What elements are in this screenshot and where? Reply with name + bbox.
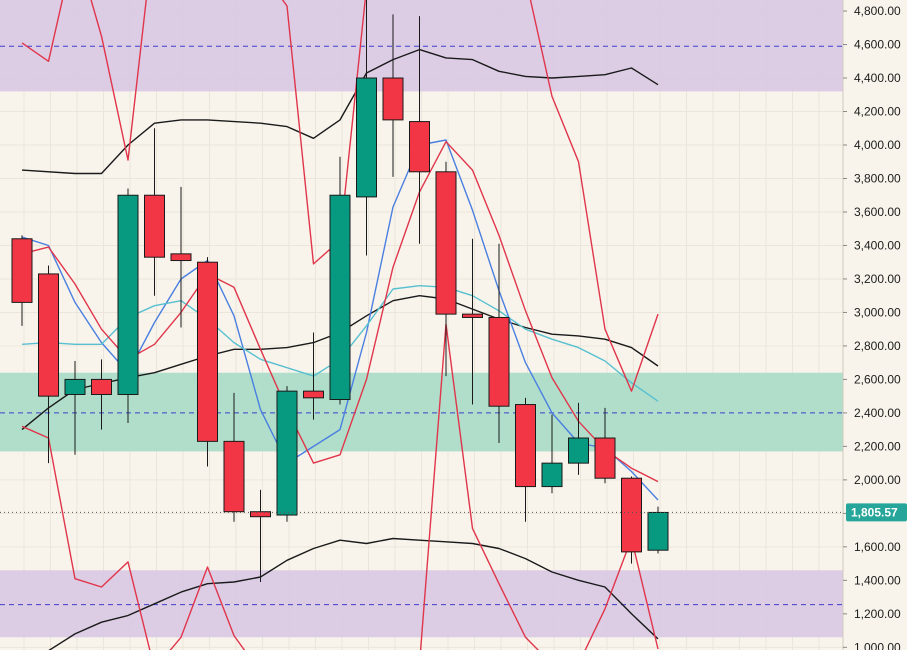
candle-body-down — [516, 405, 536, 487]
candle-body-up — [65, 379, 85, 394]
candle-body-down — [145, 195, 165, 257]
price-axis[interactable]: 1,000.001,200.001,400.001,600.001,800.00… — [843, 0, 907, 650]
candle-body-down — [410, 122, 430, 172]
candle-6 — [171, 187, 191, 328]
candle-16 — [436, 162, 456, 376]
y-tick-label: 1,600.00 — [854, 540, 901, 554]
candle-body-up — [277, 391, 297, 515]
candle-4 — [118, 189, 138, 423]
candle-body-down — [224, 441, 244, 511]
candle-19 — [516, 398, 536, 522]
lower-demand-zone — [0, 570, 843, 637]
candle-body-down — [436, 172, 456, 314]
y-tick-label: 3,800.00 — [854, 171, 901, 185]
candle-10 — [277, 386, 297, 522]
y-tick-label: 1,400.00 — [854, 573, 901, 587]
candle-body-down — [383, 78, 403, 120]
candle-body-down — [463, 314, 483, 317]
candle-body-up — [330, 195, 350, 399]
candle-body-up — [357, 78, 377, 197]
y-tick-label: 3,000.00 — [854, 305, 901, 319]
y-tick-label: 2,600.00 — [854, 372, 901, 386]
y-tick-label: 4,400.00 — [854, 71, 901, 85]
candle-23 — [622, 477, 642, 564]
candle-body-down — [92, 379, 112, 394]
candle-body-down — [39, 274, 59, 396]
candle-7 — [198, 257, 218, 466]
candle-body-down — [12, 239, 32, 303]
candle-body-down — [489, 317, 509, 406]
candle-24 — [648, 507, 668, 554]
y-tick-label: 4,200.00 — [854, 105, 901, 119]
candle-body-down — [171, 254, 191, 261]
candle-body-up — [569, 438, 589, 463]
candle-body-down — [304, 391, 324, 398]
upper-supply-zone — [0, 0, 843, 91]
candle-body-down — [595, 438, 615, 478]
y-tick-label: 4,600.00 — [854, 38, 901, 52]
candle-body-up — [118, 195, 138, 394]
candle-body-up — [542, 463, 562, 486]
y-tick-label: 2,200.00 — [854, 439, 901, 453]
candle-body-up — [648, 512, 668, 550]
candle-body-down — [198, 262, 218, 441]
y-tick-label: 4,800.00 — [854, 4, 901, 18]
y-tick-label: 3,400.00 — [854, 238, 901, 252]
y-tick-label: 2,000.00 — [854, 473, 901, 487]
y-tick-label: 3,600.00 — [854, 205, 901, 219]
candle-5 — [145, 128, 165, 295]
y-tick-label: 1,000.00 — [854, 640, 901, 650]
candle-9 — [251, 490, 271, 582]
candle-body-down — [622, 478, 642, 552]
candle-12 — [330, 157, 350, 405]
y-tick-label: 2,800.00 — [854, 339, 901, 353]
y-tick-label: 4,000.00 — [854, 138, 901, 152]
last-price-label: 1,805.57 — [851, 505, 898, 519]
y-tick-label: 2,400.00 — [854, 406, 901, 420]
y-tick-label: 3,200.00 — [854, 272, 901, 286]
y-tick-label: 1,200.00 — [854, 607, 901, 621]
